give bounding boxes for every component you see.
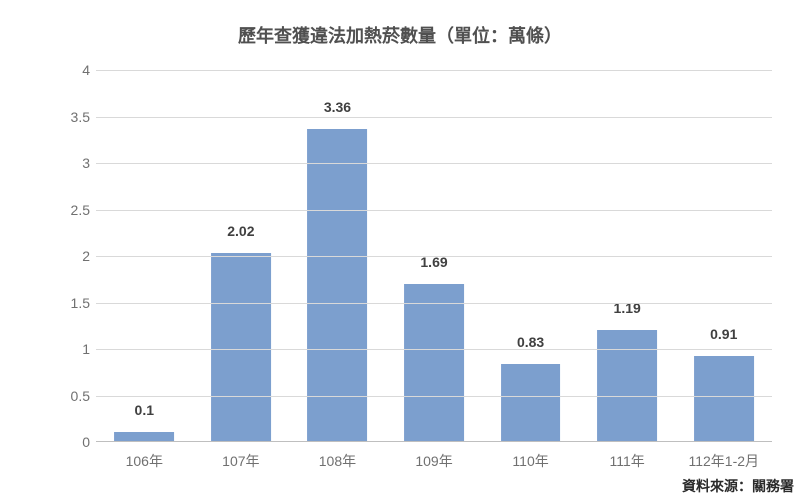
gridline [96,256,772,257]
gridline [96,163,772,164]
gridline [96,349,772,350]
bar-value-label: 2.02 [227,223,254,239]
bar-chart: 歷年查獲違法加熱菸數量（單位：萬條） 0.1106年2.02107年3.3610… [0,0,800,502]
y-tick-label: 1.5 [10,295,90,311]
bar [211,253,271,441]
gridline [96,303,772,304]
x-tick-label: 108年 [319,451,356,471]
bar [404,284,464,441]
gridline [96,210,772,211]
gridline [96,396,772,397]
chart-title: 歷年查獲違法加熱菸數量（單位：萬條） [0,22,800,48]
x-tick-label: 109年 [415,451,452,471]
y-tick-label: 2.5 [10,202,90,218]
x-tick-label: 107年 [222,451,259,471]
bar-value-label: 0.1 [135,402,154,418]
x-tick-label: 110年 [512,451,548,471]
x-tick-label: 106年 [126,451,163,471]
y-tick-label: 0 [10,434,90,450]
y-tick-label: 3.5 [10,109,90,125]
bar [597,330,657,441]
y-tick-label: 3 [10,155,90,171]
bar [694,356,754,441]
x-tick-label: 111年 [610,451,645,471]
source-text: 資料來源：關務署 [682,476,794,496]
bar-value-label: 0.91 [710,326,737,342]
y-tick-label: 2 [10,248,90,264]
y-tick-label: 1 [10,341,90,357]
y-tick-label: 4 [10,62,90,78]
y-tick-label: 0.5 [10,388,90,404]
bar [501,364,561,441]
gridline [96,117,772,118]
x-tick-label: 112年1-2月 [688,451,759,471]
bar-value-label: 3.36 [324,99,351,115]
plot-area: 0.1106年2.02107年3.36108年1.69109年0.83110年1… [96,70,772,442]
gridline [96,70,772,71]
bar [114,432,174,441]
bar-value-label: 0.83 [517,334,544,350]
bar [308,129,368,441]
